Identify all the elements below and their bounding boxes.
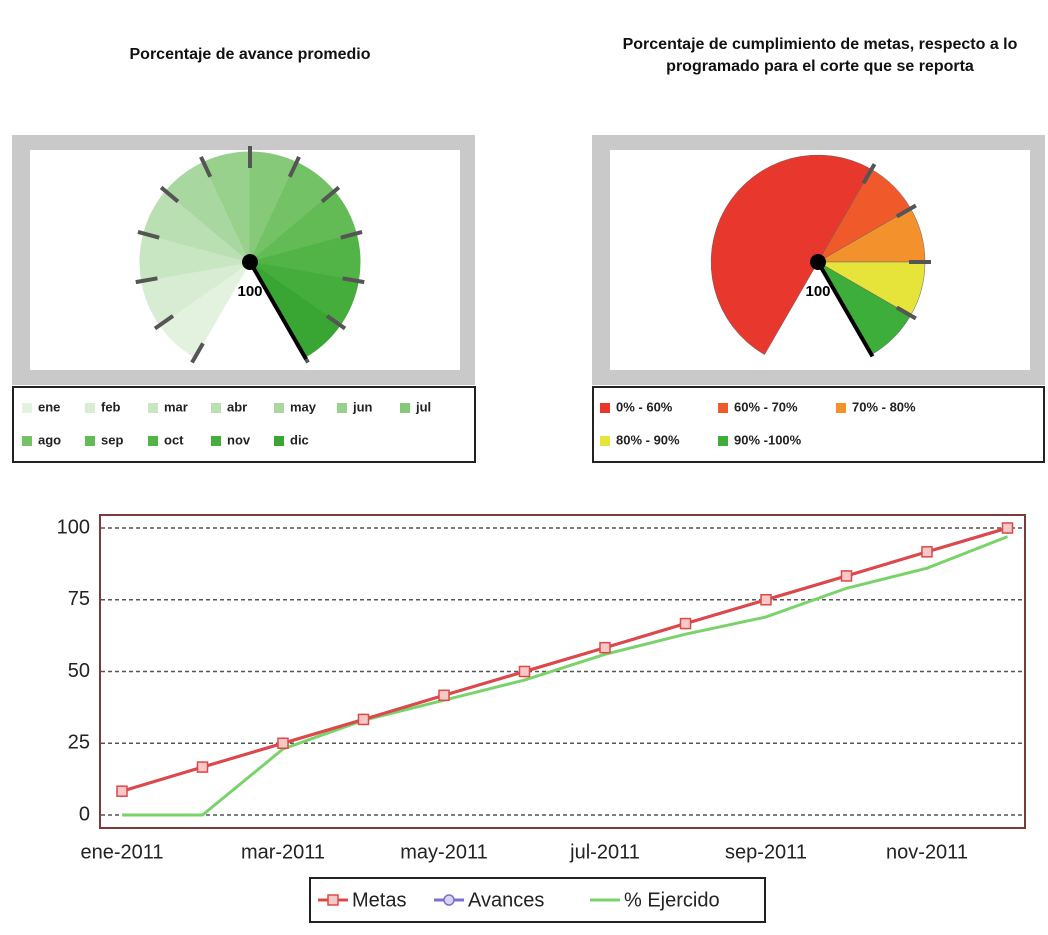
marker (599, 641, 611, 654)
needle (816, 260, 875, 358)
legend-label: ago (38, 432, 61, 447)
legend-label: abr (227, 399, 247, 414)
gauge-title: Porcentaje de cumplimiento de metas, res… (622, 36, 1018, 75)
dial-tick (153, 314, 175, 331)
legend-label: feb (101, 399, 121, 414)
x-tick-label: nov-2011 (886, 841, 968, 863)
legend-label: jun (352, 399, 373, 414)
legend-swatch (274, 436, 284, 446)
series-line (122, 535, 1009, 817)
legend-swatch (600, 403, 610, 413)
legend-swatch (718, 403, 728, 413)
legend-swatch (836, 403, 846, 413)
marker (1001, 522, 1014, 534)
marker (518, 665, 531, 678)
y-tick-label: 50 (68, 660, 90, 682)
dial-tick (895, 305, 917, 321)
dial-tick (135, 276, 158, 285)
y-tick-label: 75 (68, 588, 90, 610)
legend-swatch (718, 436, 728, 446)
legend-label: Avances (468, 889, 544, 911)
legend-label: oct (164, 432, 184, 447)
legend-label: 0% - 60% (616, 399, 673, 414)
x-tick-label: may-2011 (400, 841, 487, 863)
marker (277, 737, 289, 749)
legend-swatch (148, 403, 158, 413)
dial-tick (199, 156, 213, 178)
legend-box (592, 386, 1045, 463)
dial-tick (325, 314, 347, 331)
legend-swatch (274, 403, 284, 413)
legend-marker (443, 894, 455, 906)
legend-label: mar (164, 399, 188, 414)
needle-hub (242, 254, 258, 270)
series-line (121, 526, 1008, 793)
dial-tick (287, 156, 301, 178)
y-tick-label: 25 (68, 732, 90, 754)
legend-label: Metas (352, 889, 406, 911)
legend-label: ene (38, 399, 60, 414)
dial-tick (342, 276, 365, 285)
dial-tick (190, 342, 205, 364)
legend-label: 60% - 70% (734, 399, 798, 414)
marker (116, 785, 128, 797)
legend-swatch (211, 403, 221, 413)
needle-hub (810, 254, 826, 270)
x-tick-label: mar-2011 (241, 841, 325, 863)
legend-label: nov (227, 432, 251, 447)
dial-tick (340, 230, 363, 240)
dial-tick (159, 185, 180, 204)
dial-tick (861, 163, 877, 185)
gauge-title: Porcentaje de avance promedio (129, 46, 371, 63)
dial-band (710, 154, 872, 356)
y-tick-label: 100 (57, 516, 90, 538)
dial-tick (137, 230, 160, 240)
legend-swatch (85, 436, 95, 446)
x-tick-label: ene-2011 (80, 841, 163, 863)
legend-swatch (400, 403, 410, 413)
legend-swatch (22, 403, 32, 413)
legend-marker (327, 894, 339, 906)
legend-swatch (85, 403, 95, 413)
legend-swatch (211, 436, 221, 446)
legend-box (12, 386, 476, 463)
legend-swatch (337, 403, 347, 413)
legend-label: dic (290, 432, 309, 447)
x-tick-label: jul-2011 (569, 841, 640, 863)
gauge-value: 100 (805, 283, 830, 300)
x-tick-label: sep-2011 (725, 841, 807, 863)
legend-label: sep (101, 432, 123, 447)
dial-tick (895, 203, 917, 219)
legend-label: 80% - 90% (616, 432, 680, 447)
marker (679, 617, 692, 630)
marker (357, 713, 370, 726)
marker (438, 689, 450, 702)
legend-box (309, 877, 766, 923)
marker (840, 570, 853, 582)
legend-label: may (290, 399, 317, 414)
legend-label: 90% -100% (734, 432, 802, 447)
legend-swatch (148, 436, 158, 446)
marker (196, 761, 209, 773)
marker (760, 594, 772, 606)
dial-tick (320, 185, 341, 204)
legend-label: 70% - 80% (852, 399, 916, 414)
legend-swatch (22, 436, 32, 446)
legend-swatch (600, 436, 610, 446)
gauge-value: 100 (237, 283, 262, 300)
legend-label: jul (415, 399, 431, 414)
needle (248, 260, 308, 360)
legend-label: % Ejercido (624, 889, 720, 911)
marker (921, 546, 933, 558)
y-tick-label: 0 (79, 803, 90, 825)
